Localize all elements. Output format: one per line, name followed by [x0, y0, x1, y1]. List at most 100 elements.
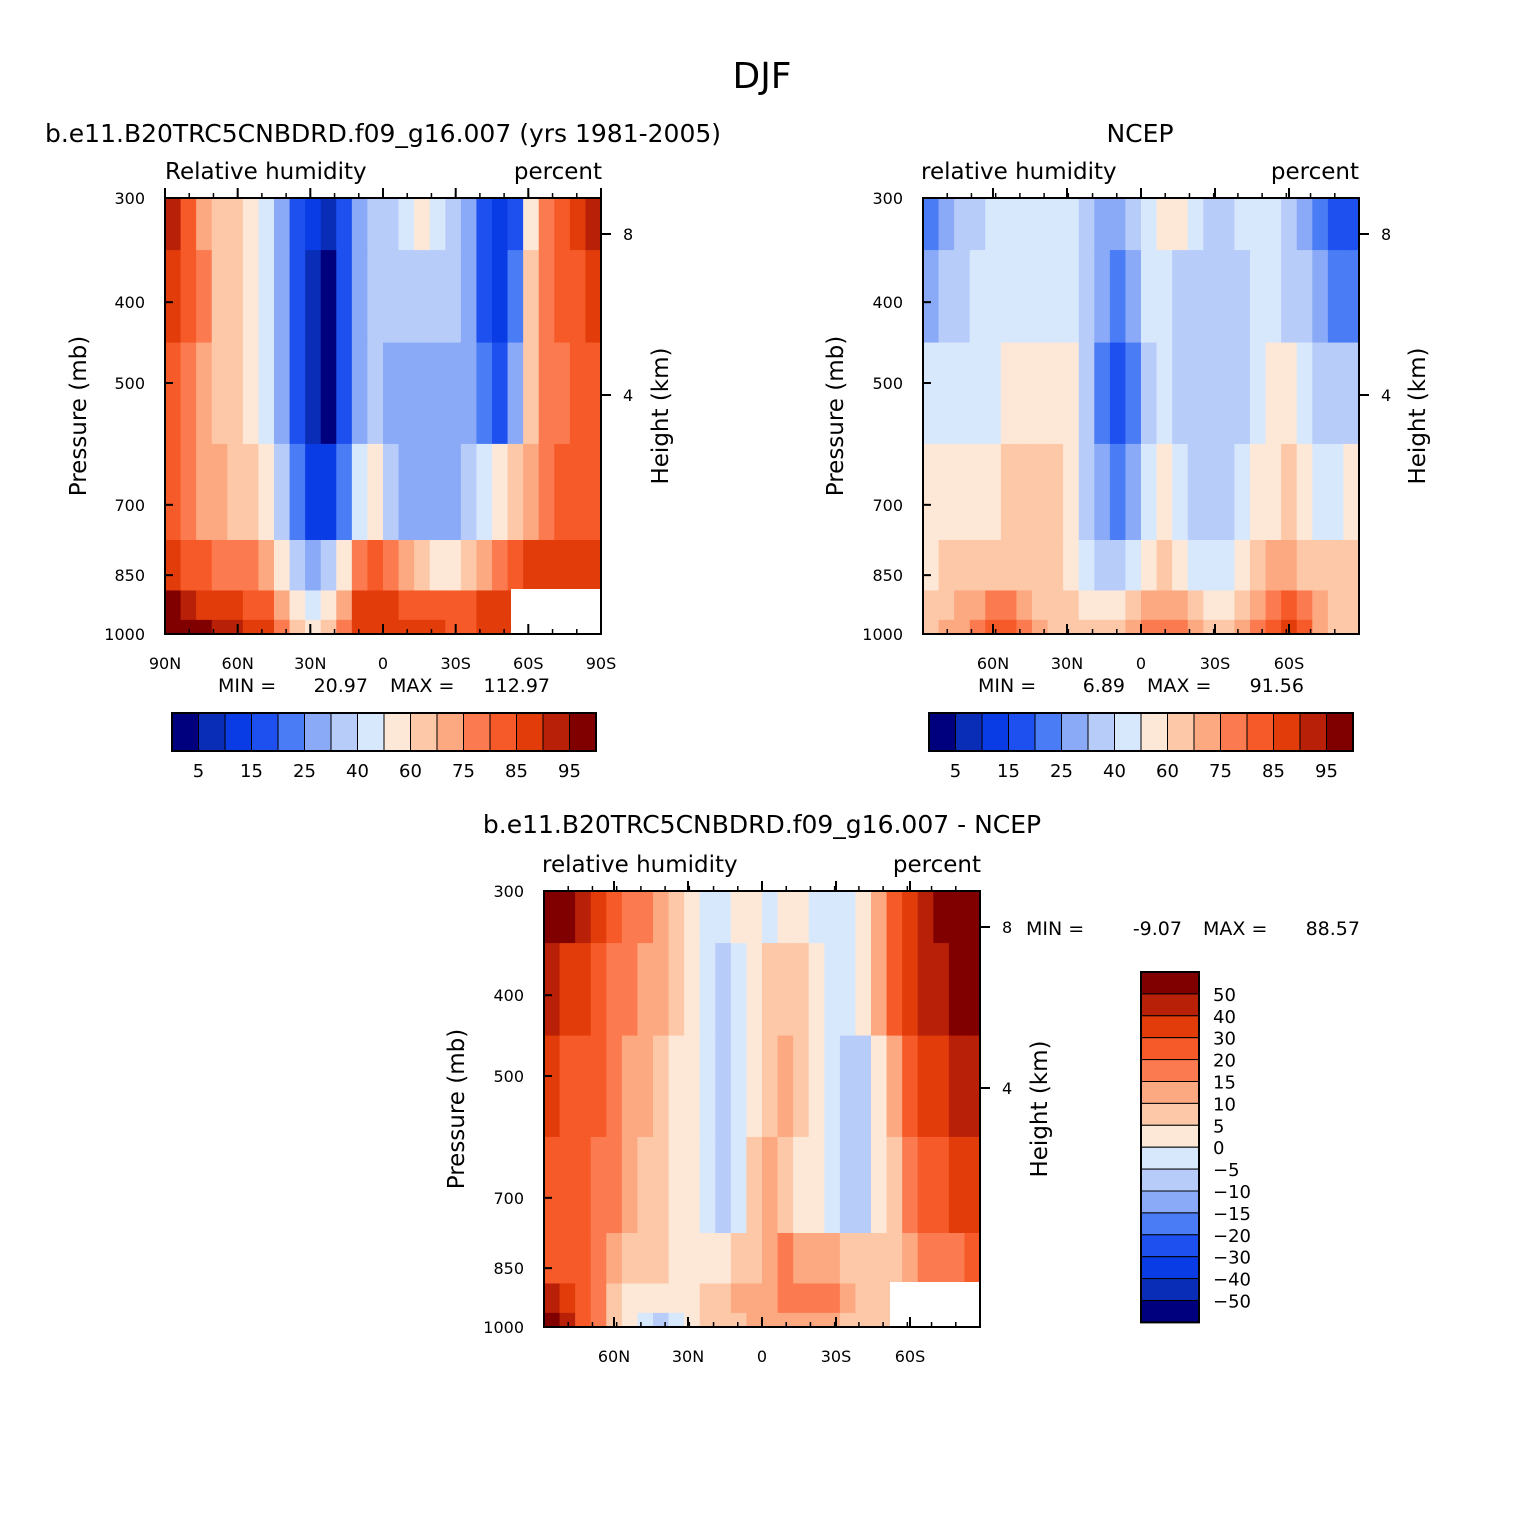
contour-cell	[590, 1136, 607, 1234]
contour-cell	[383, 198, 400, 251]
contour-cell	[923, 619, 940, 635]
contour-cell	[1218, 250, 1236, 344]
contour-cell	[320, 342, 337, 445]
contour-cell	[839, 1136, 857, 1234]
contour-cell	[715, 943, 732, 1037]
contour-cell	[544, 1232, 561, 1285]
panel-diff-max-value: 88.57	[1306, 918, 1360, 940]
contour-cell	[1234, 590, 1251, 621]
colorbar-swatch	[1061, 712, 1089, 752]
contour-cell	[1187, 539, 1204, 592]
contour-cell	[746, 1283, 763, 1314]
contour-cell	[746, 1312, 763, 1328]
x-tick-label: 0	[378, 654, 388, 673]
contour-cell	[1312, 590, 1329, 621]
contour-cell	[1218, 342, 1236, 445]
contour-cell	[699, 1035, 716, 1138]
contour-cell	[575, 1232, 592, 1285]
contour-cell	[289, 443, 306, 541]
x-tick-label: 60S	[513, 654, 544, 673]
contour-cell	[1187, 198, 1204, 251]
contour-cell	[637, 1283, 654, 1314]
contour-cell	[559, 943, 576, 1037]
y-tick-label: 400	[872, 293, 903, 312]
contour-cell	[544, 943, 561, 1037]
panel-model-y2label: Height (km)	[648, 347, 674, 484]
colorbar-swatch	[569, 712, 597, 752]
contour-cell	[1156, 619, 1173, 635]
contour-cell	[523, 342, 540, 445]
contour-cell	[305, 443, 322, 541]
contour-cell	[1187, 443, 1204, 541]
contour-cell	[824, 891, 841, 944]
contour-cell	[590, 891, 607, 944]
contour-cell	[569, 539, 587, 592]
contour-cell	[460, 198, 478, 251]
contour-cell	[165, 619, 182, 635]
colorbar-label: 50	[1213, 985, 1236, 1006]
panel-ncep: NCEP relative humidity percent 300400500…	[823, 119, 1431, 782]
panel-ncep-right-label: percent	[1271, 159, 1359, 185]
contour-cell	[590, 1232, 607, 1285]
contour-cell	[274, 539, 291, 592]
colorbar-swatch	[1140, 1300, 1200, 1323]
colorbar-swatch	[436, 712, 464, 752]
x-tick-label: 0	[757, 1347, 767, 1366]
contour-cell	[777, 1232, 794, 1285]
contour-cell	[492, 443, 509, 541]
contour-cell	[1032, 342, 1049, 445]
contour-cell	[1094, 250, 1111, 344]
contour-cell	[699, 1283, 716, 1314]
contour-cell	[1047, 443, 1064, 541]
contour-cell	[1265, 198, 1282, 251]
contour-cell	[575, 943, 592, 1037]
colorbar-swatch	[304, 712, 332, 752]
colorbar-swatch	[1140, 993, 1200, 1017]
contour-cell	[985, 590, 1002, 621]
contour-cell	[923, 590, 940, 621]
contour-cell	[1032, 590, 1049, 621]
contour-cell	[923, 443, 940, 541]
colorbar-swatch	[1167, 712, 1195, 752]
contour-cell	[964, 891, 981, 944]
contour-cell	[923, 250, 940, 344]
contour-cell	[1312, 342, 1329, 445]
colorbar-label: 25	[293, 761, 316, 782]
contour-cell	[824, 1312, 841, 1328]
colorbar-label: 10	[1213, 1094, 1236, 1115]
contour-cell	[1109, 619, 1127, 635]
contour-cell	[305, 342, 322, 445]
contour-cell	[668, 1232, 685, 1285]
contour-cell	[606, 1136, 623, 1234]
contour-cell	[242, 198, 260, 251]
contour-cell	[637, 1312, 654, 1328]
contour-cell	[730, 1035, 748, 1138]
contour-cell	[1343, 590, 1360, 621]
contour-cell	[954, 342, 971, 445]
contour-cell	[1078, 250, 1095, 344]
contour-cell	[351, 590, 369, 621]
contour-cell	[762, 1283, 779, 1314]
contour-cell	[938, 619, 955, 635]
contour-cell	[445, 539, 462, 592]
contour-cell	[1187, 619, 1204, 635]
contour-cell	[1156, 539, 1173, 592]
colorbar-label: 15	[1213, 1073, 1236, 1094]
contour-cell	[180, 342, 197, 445]
contour-cell	[1047, 619, 1064, 635]
contour-cell	[653, 891, 670, 944]
contour-cell	[1343, 443, 1360, 541]
contour-cell	[684, 1136, 701, 1234]
x-tick-label: 30S	[440, 654, 471, 673]
figure-title: DJF	[732, 56, 791, 97]
y-tick-label: 1000	[483, 1318, 524, 1337]
contour-cell	[180, 198, 197, 251]
contour-cell	[1141, 619, 1158, 635]
contour-cell	[507, 198, 524, 251]
colorbar-swatch	[1140, 1081, 1200, 1104]
contour-cell	[746, 1136, 763, 1234]
contour-cell	[196, 443, 213, 541]
contour-cell	[917, 1136, 934, 1234]
y2-tick-label: 8	[623, 225, 633, 244]
contour-cell	[1141, 539, 1158, 592]
